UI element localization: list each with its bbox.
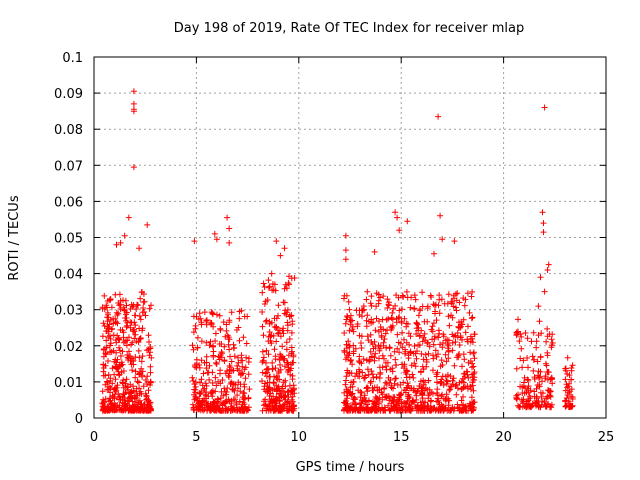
y-tick-label: 0.1 [62,51,83,66]
y-tick-label: 0.04 [54,268,83,283]
axis-ticks [93,56,607,419]
y-tick-label: 0.06 [54,195,83,210]
x-tick-label: 20 [495,430,512,445]
y-axis-label: ROTI / TECUs [7,195,22,280]
x-tick-label: 10 [291,430,308,445]
x-tick-label: 25 [598,430,615,445]
y-tick-label: 0.09 [54,87,83,102]
y-tick-label: 0.08 [54,123,83,138]
y-tick-label: 0.03 [54,304,83,319]
y-tick-label: 0.02 [54,340,83,355]
x-tick-labels: 0 5 10 15 20 25 [90,430,614,445]
y-tick-labels: 0 0.01 0.02 0.03 0.04 0.05 0.06 0.07 0.08 0.09 0.1 [54,51,83,427]
x-tick-label: 15 [393,430,410,445]
data-points [99,88,576,414]
y-tick-label: 0.07 [54,159,83,174]
scatter-markers [99,88,576,414]
x-axis-label: GPS time / hours [296,460,405,475]
x-tick-label: 5 [192,430,200,445]
y-tick-label: 0.05 [54,232,83,247]
y-tick-label: 0.01 [54,376,83,391]
chart-title: Day 198 of 2019, Rate Of TEC Index for r… [174,21,524,36]
x-tick-label: 0 [90,430,98,445]
y-tick-label: 0 [75,412,83,427]
